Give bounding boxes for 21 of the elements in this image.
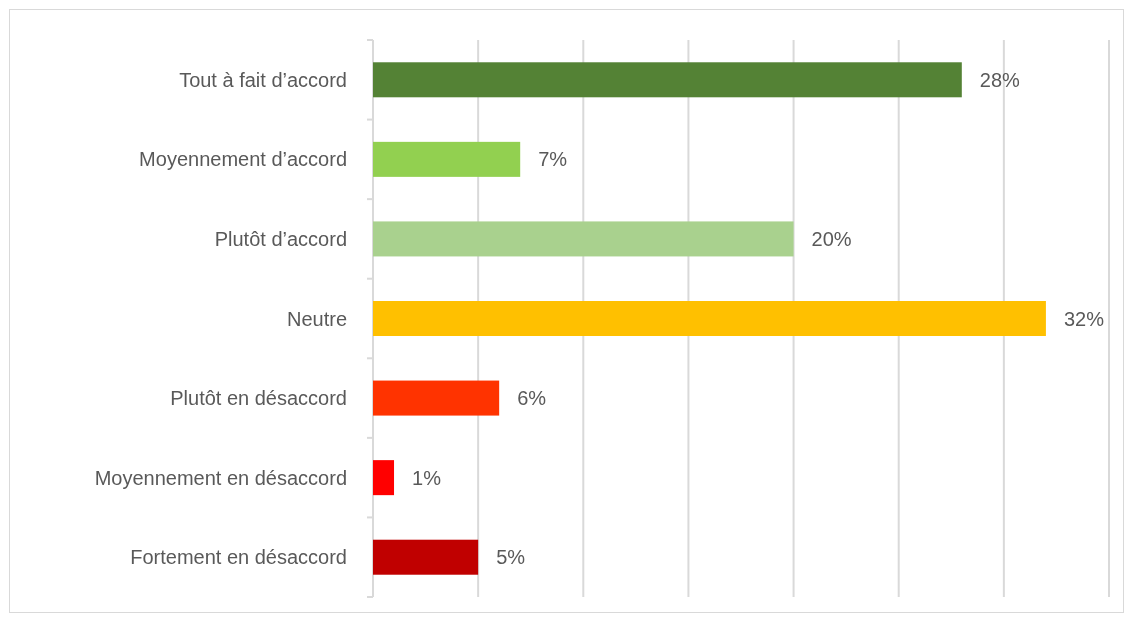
data-label: 6% [517,387,547,410]
bar [373,300,1046,337]
y-tick-label: Fortement en désaccord [130,546,347,569]
y-tick-label: Plutôt en désaccord [170,387,347,410]
data-label: 28% [979,68,1021,91]
data-label: 20% [811,227,852,250]
bar [373,62,962,98]
y-tick-label: Neutre [286,307,347,330]
data-label: 5% [496,546,526,569]
bar [373,539,479,575]
y-tick-label: Plutôt d’accord [214,227,347,250]
y-tick-label: Moyennement en désaccord [94,466,347,489]
bar [373,380,500,416]
bar [373,221,794,257]
bar [373,141,521,177]
data-label: 1% [412,466,442,489]
y-tick-label: Tout à fait d’accord [179,68,347,91]
data-label: 7% [538,148,568,171]
data-label: 32% [1063,307,1105,330]
bar [373,460,395,496]
y-tick-label: Moyennement d’accord [139,148,347,171]
